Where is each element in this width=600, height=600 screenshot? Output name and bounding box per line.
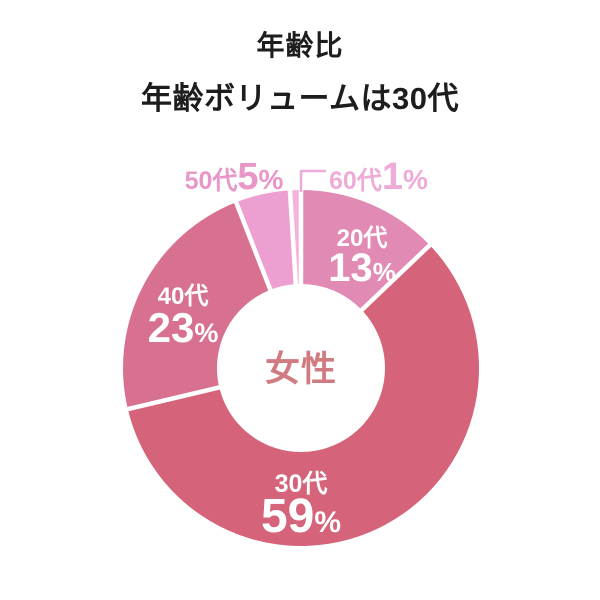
donut-center-label: 女性 <box>265 349 337 389</box>
chart-title: 年齢比 <box>256 30 344 61</box>
slice-divider <box>121 383 226 413</box>
chart-subtitle: 年齢ボリュームは30代 <box>140 81 460 116</box>
slice-label-name-40s: 40代 <box>158 283 209 310</box>
slice-label-name-20s: 20代 <box>337 225 388 252</box>
slice-divider <box>287 184 299 291</box>
slice-divider <box>231 195 275 297</box>
slice-divider <box>355 239 436 316</box>
slice-label-value-30s: 59% <box>261 490 341 543</box>
donut-slice-50s <box>236 190 296 290</box>
slice-label-value-20s: 13% <box>328 246 396 290</box>
donut-slice-30s <box>127 245 479 547</box>
donut-slice-20s <box>301 190 430 311</box>
slice-label-value-40s: 23% <box>148 304 219 351</box>
slice-label-50s: 50代5% <box>185 156 284 198</box>
slice-label-60s: 60代1% <box>329 156 428 198</box>
leader-line-60s <box>299 169 326 192</box>
donut-slice-40s <box>123 202 271 410</box>
slice-label-name-30s: 30代 <box>275 470 328 498</box>
